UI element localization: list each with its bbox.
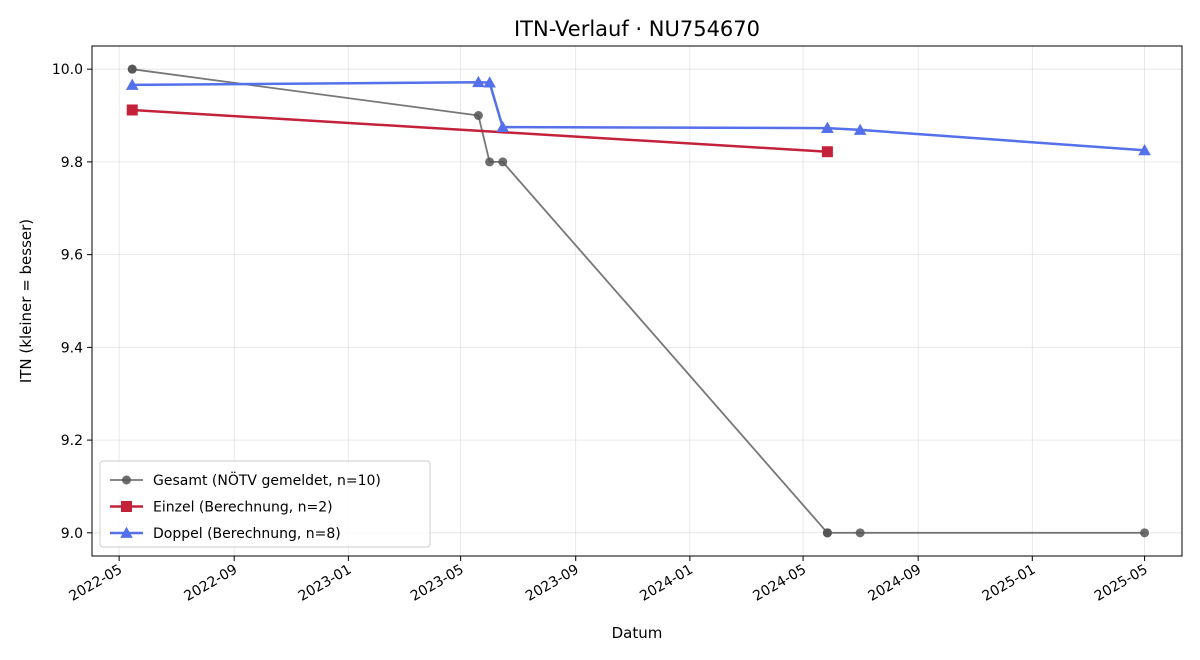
legend-box <box>99 460 431 548</box>
series-line <box>132 108 828 153</box>
y-tick-label: 9.4 <box>61 340 83 356</box>
data-point <box>485 157 495 167</box>
series-gesamt <box>127 64 1150 538</box>
plot-frame <box>91 45 1183 557</box>
series-doppel <box>125 75 1151 156</box>
y-tick-label: 9.0 <box>61 526 83 542</box>
data-point <box>483 76 496 88</box>
x-tick-label: 2022-09 <box>182 562 241 605</box>
y-axis: 9.0 9.2 9.4 9.6 9.8 10.0 <box>52 62 92 542</box>
y-tick-label: 9.6 <box>61 248 83 264</box>
data-point <box>125 78 139 90</box>
legend-entry-einzel: Einzel (Berechnung, n=2) <box>110 500 333 516</box>
data-point <box>855 528 865 538</box>
legend-label: Doppel (Berechnung, n=8) <box>153 526 341 542</box>
data-point <box>127 64 137 74</box>
x-tick-label: 2023-01 <box>296 562 355 605</box>
data-point <box>853 123 867 135</box>
legend-entry-doppel: Doppel (Berechnung, n=8) <box>110 526 341 542</box>
x-tick-label: 2023-05 <box>408 562 467 605</box>
series-einzel <box>126 104 833 158</box>
x-axis-label: Datum <box>612 624 663 642</box>
legend-label: Gesamt (NÖTV gemeldet, n=10) <box>153 471 381 489</box>
legend-marker <box>121 501 132 512</box>
y-tick-label: 9.8 <box>61 155 83 171</box>
data-point <box>1140 528 1150 538</box>
legend-label: Einzel (Berechnung, n=2) <box>153 500 333 516</box>
y-axis-label: ITN (kleiner = besser) <box>17 219 35 383</box>
data-point <box>1138 144 1151 156</box>
x-tick-label: 2024-09 <box>865 562 924 605</box>
data-point <box>496 120 510 133</box>
legend-marker <box>122 475 131 485</box>
x-tick-label: 2024-01 <box>637 562 696 605</box>
y-tick-label: 10.0 <box>52 62 83 78</box>
x-tick-label: 2023-09 <box>523 562 582 605</box>
y-tick-label: 9.2 <box>61 433 83 449</box>
data-point <box>126 104 138 116</box>
x-tick-label: 2024-05 <box>750 562 809 605</box>
x-tick-label: 2022-05 <box>66 562 125 605</box>
x-tick-label: 2025-05 <box>1092 562 1151 605</box>
chart-title: ITN-Verlauf · NU754670 <box>514 17 760 41</box>
data-point <box>473 111 483 121</box>
x-tick-label: 2025-01 <box>980 562 1039 605</box>
data-point <box>821 121 834 133</box>
data-point <box>472 75 485 88</box>
x-axis: 2022-05 2022-09 2023-01 2023-05 2023-09 2024-… <box>66 556 1151 605</box>
legend-marker <box>120 526 133 538</box>
series-layer <box>125 64 1151 538</box>
legend-entry-gesamt: Gesamt (NÖTV gemeldet, n=10) <box>110 471 381 489</box>
legend: Gesamt (NÖTV gemeldet, n=10) Einzel (Bere… <box>99 460 431 548</box>
data-point <box>821 146 833 158</box>
data-point <box>498 157 508 167</box>
data-point <box>822 528 832 538</box>
